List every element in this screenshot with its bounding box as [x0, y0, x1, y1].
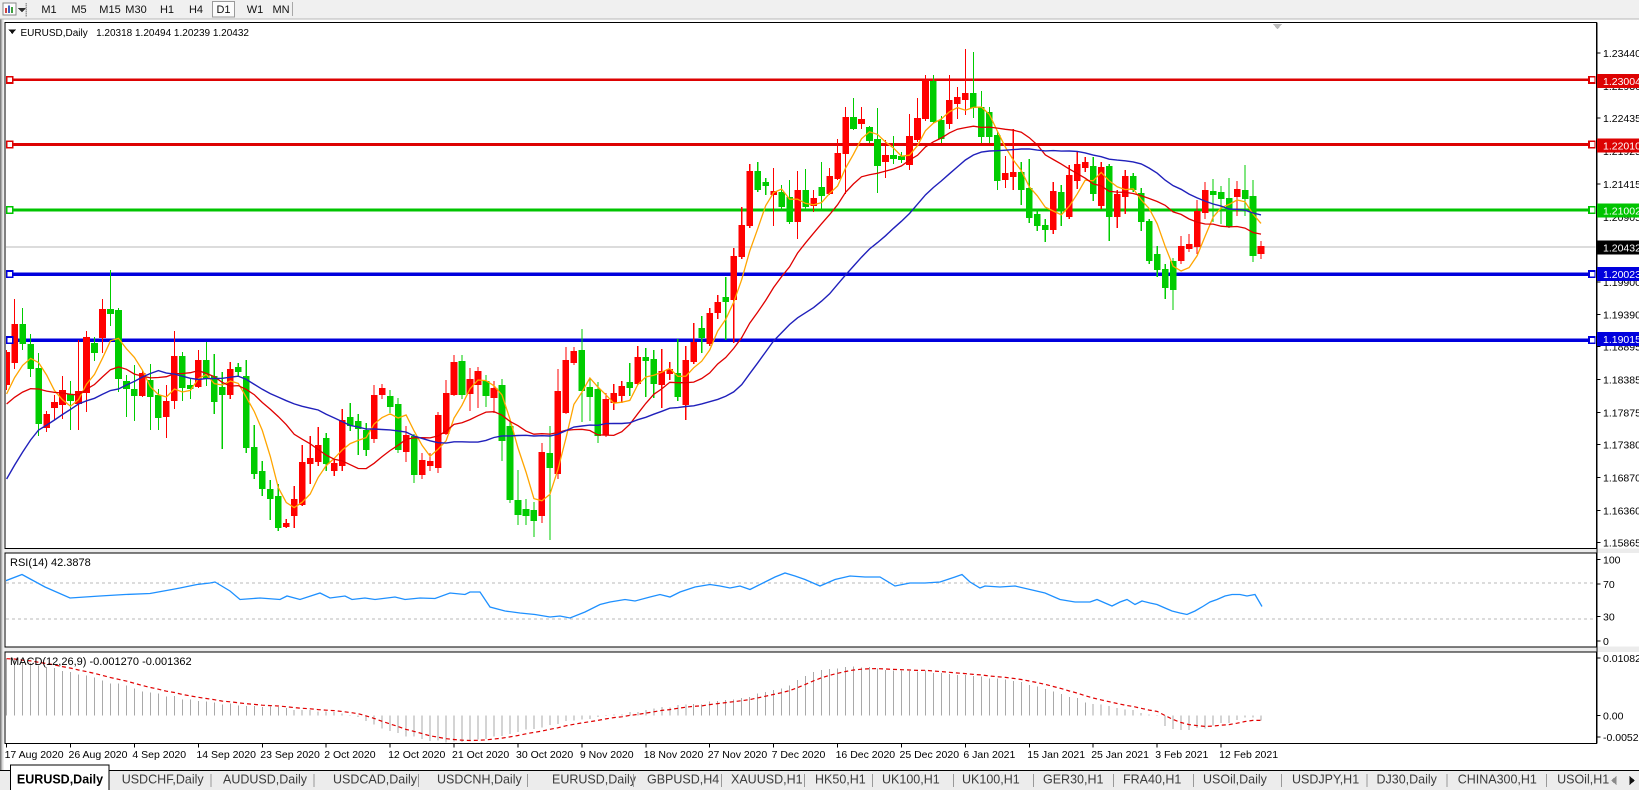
svg-text:27 Nov 2020: 27 Nov 2020 [708, 749, 768, 761]
svg-text:FRA40,H1: FRA40,H1 [1123, 773, 1181, 787]
svg-text:W1: W1 [247, 4, 264, 16]
svg-text:25 Dec 2020: 25 Dec 2020 [900, 749, 960, 761]
svg-text:AUDUSD,Daily: AUDUSD,Daily [223, 773, 308, 787]
svg-text:1.16870: 1.16870 [1603, 473, 1639, 485]
svg-text:17 Aug 2020: 17 Aug 2020 [5, 749, 64, 761]
svg-text:2 Oct 2020: 2 Oct 2020 [324, 749, 376, 761]
svg-text:USDCHF,Daily: USDCHF,Daily [122, 773, 205, 787]
svg-text:9 Nov 2020: 9 Nov 2020 [580, 749, 634, 761]
svg-text:1.15865: 1.15865 [1603, 538, 1639, 550]
svg-text:USDCNH,Daily: USDCNH,Daily [437, 773, 522, 787]
svg-text:RSI(14) 42.3878: RSI(14) 42.3878 [10, 557, 91, 569]
svg-text:USDJPY,H1: USDJPY,H1 [1292, 773, 1359, 787]
svg-text:0.00: 0.00 [1603, 710, 1624, 722]
svg-text:USDCAD,Daily: USDCAD,Daily [333, 773, 418, 787]
svg-text:0: 0 [1603, 636, 1609, 648]
svg-text:0.010828: 0.010828 [1603, 653, 1639, 665]
svg-text:70: 70 [1603, 579, 1615, 591]
svg-text:6 Jan 2021: 6 Jan 2021 [963, 749, 1015, 761]
svg-text:H4: H4 [189, 4, 203, 16]
svg-text:16 Dec 2020: 16 Dec 2020 [836, 749, 896, 761]
svg-text:7 Dec 2020: 7 Dec 2020 [772, 749, 826, 761]
svg-text:1.19390: 1.19390 [1603, 310, 1639, 322]
svg-text:1.18385: 1.18385 [1603, 375, 1639, 387]
svg-text:1.20023: 1.20023 [1603, 269, 1639, 281]
svg-text:12 Oct 2020: 12 Oct 2020 [388, 749, 445, 761]
svg-text:-0.005222: -0.005222 [1603, 732, 1639, 744]
svg-text:1.19015: 1.19015 [1603, 334, 1639, 346]
svg-text:DJ30,Daily: DJ30,Daily [1377, 773, 1438, 787]
svg-text:15 Jan 2021: 15 Jan 2021 [1027, 749, 1085, 761]
svg-text:1.20432: 1.20432 [1603, 242, 1639, 254]
svg-text:EURUSD,Daily: EURUSD,Daily [17, 773, 103, 787]
svg-text:1.17875: 1.17875 [1603, 408, 1639, 420]
svg-text:1.16360: 1.16360 [1603, 506, 1639, 518]
svg-text:1.21415: 1.21415 [1603, 179, 1639, 191]
svg-text:XAUUSD,H1: XAUUSD,H1 [731, 773, 803, 787]
svg-text:MACD(12,26,9) -0.001270 -0.001: MACD(12,26,9) -0.001270 -0.001362 [10, 656, 192, 668]
svg-text:1.21002: 1.21002 [1603, 206, 1639, 218]
svg-text:USOil,Daily: USOil,Daily [1203, 773, 1268, 787]
svg-text:1.22435: 1.22435 [1603, 113, 1639, 125]
svg-text:4 Sep 2020: 4 Sep 2020 [132, 749, 186, 761]
svg-text:3 Feb 2021: 3 Feb 2021 [1155, 749, 1208, 761]
svg-text:30: 30 [1603, 612, 1615, 624]
svg-text:30 Oct 2020: 30 Oct 2020 [516, 749, 573, 761]
svg-text:14 Sep 2020: 14 Sep 2020 [196, 749, 256, 761]
svg-text:100: 100 [1603, 554, 1621, 566]
svg-text:M5: M5 [71, 4, 86, 16]
svg-text:EURUSD,Daily: EURUSD,Daily [552, 773, 637, 787]
svg-text:M1: M1 [41, 4, 56, 16]
svg-text:EURUSD,Daily 1.20318 1.20494: EURUSD,Daily 1.20318 1.20494 1.20239 1.2… [21, 28, 250, 39]
svg-text:H1: H1 [160, 4, 174, 16]
svg-text:HK50,H1: HK50,H1 [815, 773, 866, 787]
svg-text:M30: M30 [125, 4, 146, 16]
svg-text:1.17380: 1.17380 [1603, 440, 1639, 452]
svg-text:MN: MN [272, 4, 289, 16]
svg-text:1.23004: 1.23004 [1603, 76, 1639, 88]
svg-text:M15: M15 [99, 4, 120, 16]
svg-text:CHINA300,H1: CHINA300,H1 [1458, 773, 1537, 787]
svg-text:23 Sep 2020: 23 Sep 2020 [260, 749, 320, 761]
svg-text:18 Nov 2020: 18 Nov 2020 [644, 749, 704, 761]
svg-text:1.23440: 1.23440 [1603, 48, 1639, 60]
svg-text:GER30,H1: GER30,H1 [1043, 773, 1103, 787]
svg-text:26 Aug 2020: 26 Aug 2020 [69, 749, 128, 761]
svg-text:UK100,H1: UK100,H1 [962, 773, 1020, 787]
svg-text:25 Jan 2021: 25 Jan 2021 [1091, 749, 1149, 761]
svg-text:12 Feb 2021: 12 Feb 2021 [1219, 749, 1278, 761]
svg-text:UK100,H1: UK100,H1 [882, 773, 940, 787]
svg-text:1.22010: 1.22010 [1603, 140, 1639, 152]
svg-text:GBPUSD,H4: GBPUSD,H4 [647, 773, 719, 787]
svg-text:D1: D1 [216, 4, 230, 16]
svg-text:21 Oct 2020: 21 Oct 2020 [452, 749, 509, 761]
svg-text:USOil,H1: USOil,H1 [1557, 773, 1609, 787]
